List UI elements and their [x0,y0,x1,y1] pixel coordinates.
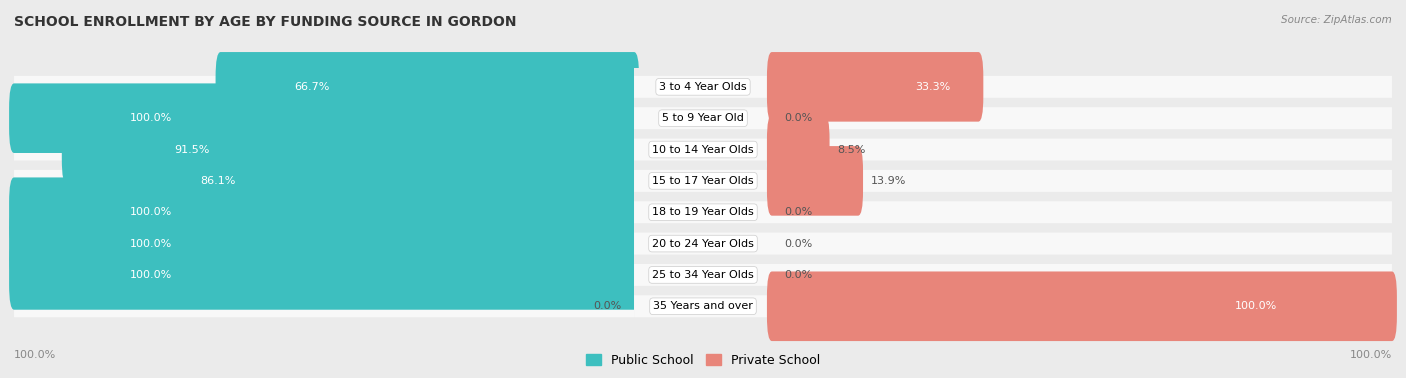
Text: 33.3%: 33.3% [915,82,950,92]
Text: 15 to 17 Year Olds: 15 to 17 Year Olds [652,176,754,186]
FancyBboxPatch shape [634,232,1406,254]
FancyBboxPatch shape [14,107,634,129]
FancyBboxPatch shape [8,177,640,247]
Text: 100.0%: 100.0% [129,270,172,280]
FancyBboxPatch shape [772,201,1392,223]
FancyBboxPatch shape [634,76,1406,98]
FancyBboxPatch shape [634,107,1406,129]
FancyBboxPatch shape [634,201,1406,223]
Text: Source: ZipAtlas.com: Source: ZipAtlas.com [1281,15,1392,25]
Text: 0.0%: 0.0% [785,113,813,123]
FancyBboxPatch shape [772,76,1392,98]
Text: 8.5%: 8.5% [837,144,865,155]
FancyBboxPatch shape [8,84,640,153]
Text: 10 to 14 Year Olds: 10 to 14 Year Olds [652,144,754,155]
FancyBboxPatch shape [96,146,640,216]
Text: 100.0%: 100.0% [129,207,172,217]
Text: 100.0%: 100.0% [14,350,56,360]
FancyBboxPatch shape [14,201,634,223]
FancyBboxPatch shape [772,170,1392,192]
FancyBboxPatch shape [634,170,1406,192]
Text: 91.5%: 91.5% [174,144,209,155]
FancyBboxPatch shape [772,295,1392,317]
FancyBboxPatch shape [766,115,830,184]
Text: 0.0%: 0.0% [785,239,813,249]
Text: 100.0%: 100.0% [129,113,172,123]
Text: 5 to 9 Year Old: 5 to 9 Year Old [662,113,744,123]
Text: 66.7%: 66.7% [294,82,329,92]
Text: 20 to 24 Year Olds: 20 to 24 Year Olds [652,239,754,249]
FancyBboxPatch shape [14,139,634,161]
Text: 0.0%: 0.0% [593,301,621,311]
Text: 0.0%: 0.0% [785,270,813,280]
FancyBboxPatch shape [772,139,1392,161]
FancyBboxPatch shape [772,107,1392,129]
FancyBboxPatch shape [634,295,1406,317]
Text: 25 to 34 Year Olds: 25 to 34 Year Olds [652,270,754,280]
FancyBboxPatch shape [8,209,640,278]
FancyBboxPatch shape [14,232,634,254]
Text: 13.9%: 13.9% [870,176,905,186]
FancyBboxPatch shape [14,170,634,192]
FancyBboxPatch shape [634,139,1406,161]
Text: 100.0%: 100.0% [1234,301,1277,311]
FancyBboxPatch shape [14,295,634,317]
Text: 0.0%: 0.0% [785,207,813,217]
FancyBboxPatch shape [772,264,1392,286]
Legend: Public School, Private School: Public School, Private School [581,349,825,372]
Text: 100.0%: 100.0% [129,239,172,249]
FancyBboxPatch shape [62,115,640,184]
Text: 18 to 19 Year Olds: 18 to 19 Year Olds [652,207,754,217]
FancyBboxPatch shape [634,264,1406,286]
FancyBboxPatch shape [766,52,983,122]
FancyBboxPatch shape [766,146,863,216]
Text: SCHOOL ENROLLMENT BY AGE BY FUNDING SOURCE IN GORDON: SCHOOL ENROLLMENT BY AGE BY FUNDING SOUR… [14,15,516,29]
FancyBboxPatch shape [215,52,640,122]
Text: 35 Years and over: 35 Years and over [652,301,754,311]
Text: 100.0%: 100.0% [1350,350,1392,360]
Text: 3 to 4 Year Olds: 3 to 4 Year Olds [659,82,747,92]
Text: 86.1%: 86.1% [200,176,235,186]
FancyBboxPatch shape [766,271,1398,341]
FancyBboxPatch shape [8,240,640,310]
FancyBboxPatch shape [14,264,634,286]
FancyBboxPatch shape [772,232,1392,254]
FancyBboxPatch shape [14,76,634,98]
